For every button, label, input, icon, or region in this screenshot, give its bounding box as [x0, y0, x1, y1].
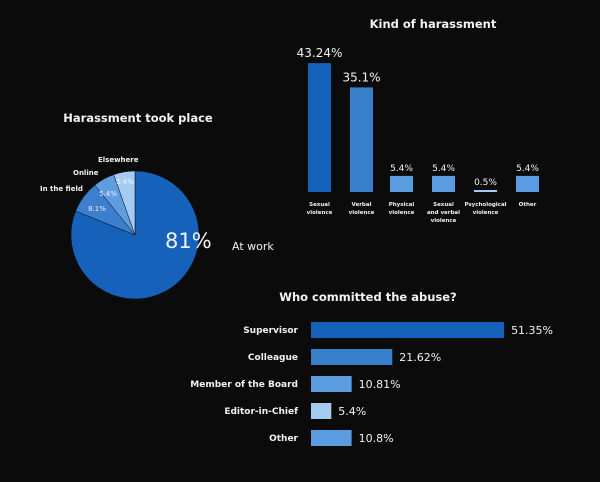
vbar-value-label: 5.4% — [390, 164, 413, 174]
hbar — [311, 403, 332, 419]
vbar — [350, 87, 373, 192]
hbar-title: Who committed the abuse? — [279, 290, 456, 304]
vbar — [432, 175, 455, 192]
pie-value-label: 5.4% — [116, 178, 134, 186]
vbar-value-label: 5.4% — [432, 164, 455, 174]
vbar-category-label: violence — [431, 218, 457, 224]
pie-slice-label: In the field — [40, 185, 83, 193]
pie-value-label: 5.4% — [99, 190, 117, 198]
vbar-category-label: Physical — [389, 202, 415, 208]
vbar-value-label: 35.1% — [342, 70, 380, 84]
vbar-value-label: 5.4% — [516, 164, 539, 174]
vbar-category-label: Verbal — [352, 202, 372, 208]
pie-slice-label: At work — [232, 240, 274, 253]
vbar — [308, 63, 331, 192]
hbar-value-label: 10.8% — [359, 432, 394, 445]
hbar-category-label: Supervisor — [243, 326, 298, 336]
vbar-value-label: 43.24% — [297, 46, 343, 60]
hbar-value-label: 51.35% — [511, 324, 553, 337]
hbar — [311, 430, 352, 446]
vbar-category-label: Sexual — [433, 202, 454, 208]
vbar-category-label: Psychological — [464, 202, 506, 208]
vbar-category-label: Sexual — [309, 202, 330, 208]
hbar-value-label: 21.62% — [399, 351, 441, 364]
vbar — [474, 190, 497, 192]
pie-slice-label: Elsewhere — [98, 156, 139, 164]
vbar-title: Kind of harassment — [370, 17, 497, 31]
hbar-category-label: Editor-in-Chief — [224, 407, 298, 417]
vbar-category-label: violence — [473, 210, 499, 216]
pie-slice-label: Online — [73, 169, 99, 177]
pie-value-label: 8.1% — [88, 205, 106, 213]
vbar-category-label: violence — [307, 210, 333, 216]
pie-title: Harassment took place — [63, 111, 213, 125]
hbar — [311, 376, 352, 392]
vbar-category-label: violence — [389, 210, 415, 216]
pie-value-label: 81% — [165, 229, 212, 253]
pie-slice — [113, 170, 136, 236]
vbar-category-label: Other — [519, 202, 537, 208]
horizontal-bar-chart: 51.35% Supervisor 21.62% Colleague 10.81% Mem… — [190, 322, 553, 446]
vbar-value-label: 0.5% — [474, 178, 497, 188]
hbar — [311, 349, 393, 365]
hbar-value-label: 10.81% — [359, 378, 401, 391]
vbar — [390, 175, 413, 192]
hbar-category-label: Member of the Board — [190, 380, 298, 390]
vertical-bar-chart: 43.24% Sexual violence 35.1% Verbal violence 5… — [297, 46, 540, 224]
pie-chart: 81% At work 8.1% In the field 5.4% Online 5.4%… — [40, 156, 274, 300]
hbar-category-label: Colleague — [248, 353, 298, 363]
hbar-category-label: Other — [269, 434, 298, 444]
vbar-category-label: and verbal — [427, 210, 460, 216]
vbar — [516, 175, 539, 192]
hbar — [311, 322, 505, 338]
hbar-value-label: 5.4% — [338, 405, 366, 418]
vbar-category-label: violence — [349, 210, 375, 216]
